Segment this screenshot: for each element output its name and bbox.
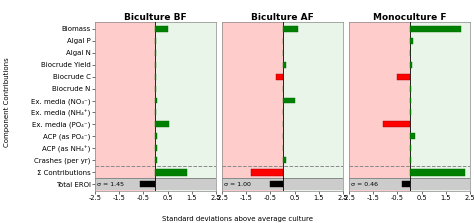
Bar xyxy=(383,121,410,127)
Bar xyxy=(410,22,470,191)
Text: Standard deviations above average culture: Standard deviations above average cultur… xyxy=(162,216,312,222)
Bar xyxy=(349,22,410,191)
Text: σ = 0.46: σ = 0.46 xyxy=(351,182,378,187)
Bar xyxy=(155,62,156,68)
Bar xyxy=(155,22,216,191)
Bar xyxy=(155,74,156,80)
Bar xyxy=(155,97,157,103)
Bar xyxy=(140,181,155,187)
Bar xyxy=(410,133,415,139)
Bar xyxy=(155,133,157,139)
Bar xyxy=(410,169,465,176)
Bar xyxy=(95,178,216,190)
Bar xyxy=(283,157,286,163)
Bar xyxy=(155,38,156,44)
Bar xyxy=(222,178,343,190)
Bar xyxy=(270,181,283,187)
Title: Biculture BF: Biculture BF xyxy=(124,12,187,22)
Bar xyxy=(283,62,286,68)
Bar xyxy=(349,178,470,190)
Bar xyxy=(283,26,298,32)
Bar xyxy=(276,74,283,80)
Bar xyxy=(410,145,411,151)
Bar xyxy=(401,181,410,187)
Text: σ = 1.00: σ = 1.00 xyxy=(224,182,251,187)
Bar xyxy=(410,62,412,68)
Bar xyxy=(410,38,413,44)
Bar xyxy=(155,109,156,116)
Bar xyxy=(155,157,157,163)
Bar xyxy=(283,97,295,103)
Bar xyxy=(222,22,283,191)
Bar xyxy=(155,145,157,151)
Title: Biculture AF: Biculture AF xyxy=(251,12,314,22)
Bar xyxy=(155,26,168,32)
Bar xyxy=(155,86,156,92)
Text: Component Contributions: Component Contributions xyxy=(4,58,10,147)
Title: Monoculture F: Monoculture F xyxy=(373,12,447,22)
Bar xyxy=(397,74,410,80)
Bar xyxy=(155,169,187,176)
Bar xyxy=(251,169,283,176)
Bar xyxy=(155,50,156,56)
Bar xyxy=(155,121,169,127)
Bar xyxy=(410,26,461,32)
Text: σ = 1.45: σ = 1.45 xyxy=(97,182,124,187)
Bar xyxy=(95,22,155,191)
Bar xyxy=(283,22,343,191)
